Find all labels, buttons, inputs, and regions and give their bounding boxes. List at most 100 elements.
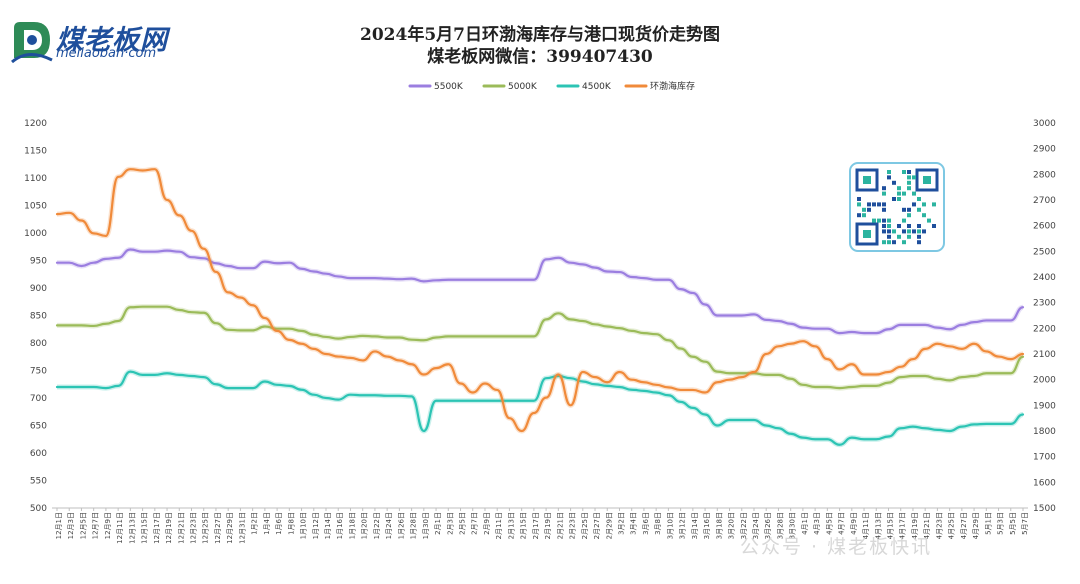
x-tick-label: 3月18日 (715, 512, 723, 539)
x-tick-label: 3月24日 (752, 512, 760, 539)
qr-module (867, 202, 871, 207)
qr-module (917, 207, 921, 212)
chart-subtitle: 煤老板网微信：399407430 (427, 47, 653, 67)
qr-module (877, 202, 881, 207)
x-tick-label: 1月10日 (300, 512, 308, 539)
qr-module (907, 170, 911, 174)
x-tick-label: 3月4日 (630, 512, 638, 535)
qr-module (932, 202, 936, 207)
x-tick-label: 12月23日 (190, 512, 198, 544)
qr-module (882, 186, 886, 191)
series-line-4500K (55, 370, 1025, 446)
qr-module (912, 202, 916, 207)
legend-item: 4500K (556, 82, 612, 92)
qr-module (887, 224, 891, 228)
qr-module (902, 207, 906, 212)
x-tick-label: 4月3日 (813, 512, 821, 535)
right-tick-label: 1600 (1033, 478, 1056, 488)
x-tick-label: 2月25日 (581, 512, 589, 539)
qr-finder (855, 222, 879, 246)
series-glow (57, 247, 1024, 336)
legend-label: 4500K (582, 82, 612, 92)
qr-module (862, 207, 866, 212)
x-tick-label: 3月6日 (642, 512, 650, 535)
qr-module (907, 180, 911, 185)
qr-module (857, 197, 861, 201)
x-tick-label: 2月11日 (495, 512, 503, 539)
chart-title: 2024年5月7日环渤海库存与港口现货价走势图 (360, 25, 720, 45)
x-tick-label: 4月1日 (801, 512, 809, 535)
qr-module (882, 218, 886, 223)
x-tick-label: 4月7日 (838, 512, 846, 535)
qr-module (912, 229, 916, 234)
x-tick-label: 2月23日 (569, 512, 577, 539)
qr-module (907, 207, 911, 212)
left-tick-label: 950 (30, 257, 47, 267)
x-tick-label: 1月22日 (373, 512, 381, 539)
qr-module (902, 191, 906, 196)
x-tick-label: 2月29日 (605, 512, 613, 539)
x-tick-label: 1月26日 (397, 512, 405, 539)
x-tick-label: 3月28日 (776, 512, 784, 539)
x-tick-label: 3月20日 (728, 512, 736, 539)
qr-module (907, 234, 911, 239)
left-tick-label: 650 (30, 422, 47, 432)
qr-module (902, 229, 906, 234)
x-tick-label: 12月29日 (226, 512, 234, 544)
qr-code (849, 162, 945, 252)
qr-module (917, 234, 921, 239)
qr-module (882, 240, 886, 245)
x-tick-label: 12月17日 (153, 512, 161, 544)
x-tick-label: 12月25日 (202, 512, 210, 544)
qr-module (887, 229, 891, 234)
right-tick-label: 2200 (1033, 324, 1056, 334)
qr-module (892, 180, 896, 185)
right-axis: 1500 1600 1700 1800 1900 2000 2100 2200 2300 2400… (1033, 119, 1056, 514)
left-tick-label: 850 (30, 312, 47, 322)
x-tick-label: 4月21日 (923, 512, 931, 539)
qr-module (932, 224, 936, 228)
qr-module (912, 175, 916, 180)
right-tick-label: 1800 (1033, 427, 1056, 437)
left-tick-label: 800 (30, 339, 47, 349)
right-tick-label: 2500 (1033, 247, 1056, 257)
x-tick-label: 4月9日 (850, 512, 858, 535)
legend-item: 环渤海库存 (624, 80, 695, 92)
x-tick-label: 1月18日 (348, 512, 356, 539)
x-tick-label: 12月7日 (92, 512, 100, 539)
qr-frame (849, 162, 945, 252)
qr-module (857, 202, 861, 207)
x-tick-label: 4月5日 (825, 512, 833, 535)
x-tick-label: 12月3日 (67, 512, 75, 539)
qr-module (917, 197, 921, 201)
x-tick-label: 12月31日 (238, 512, 246, 544)
right-tick-label: 2800 (1033, 170, 1056, 180)
x-tick-label: 3月14日 (691, 512, 699, 539)
x-tick-label: 5月1日 (984, 512, 992, 535)
qr-module (917, 229, 921, 234)
x-tick-label: 2月13日 (507, 512, 515, 539)
right-tick-label: 2100 (1033, 350, 1056, 360)
qr-module (887, 234, 891, 239)
qr-module (882, 202, 886, 207)
logo (8, 18, 208, 68)
left-tick-label: 900 (30, 284, 47, 294)
qr-module (867, 207, 871, 212)
x-tick-label: 12月5日 (79, 512, 87, 539)
x-tick-label: 1月20日 (361, 512, 369, 539)
left-tick-label: 550 (30, 477, 47, 487)
x-tick-label: 2月9日 (483, 512, 491, 535)
x-tick-label: 2月5日 (459, 512, 467, 535)
qr-finder-center (863, 176, 871, 184)
x-tick-label: 2月3日 (446, 512, 454, 535)
qr-finder-center (863, 230, 871, 238)
x-tick-label: 12月9日 (104, 512, 112, 539)
legend: 5500K 5000K 4500K 环渤海库存 (408, 80, 695, 92)
x-tick-label: 5月3日 (997, 512, 1005, 535)
left-axis: 500 550 600 650 700 750 800 850 900 950 1000 1050 11… (24, 119, 47, 514)
left-tick-label: 500 (30, 504, 47, 514)
x-tick-label: 3月22日 (740, 512, 748, 539)
x-tick-label: 4月19日 (911, 512, 919, 539)
left-tick-label: 1000 (24, 229, 47, 239)
x-tick-label: 1月8日 (287, 512, 295, 535)
